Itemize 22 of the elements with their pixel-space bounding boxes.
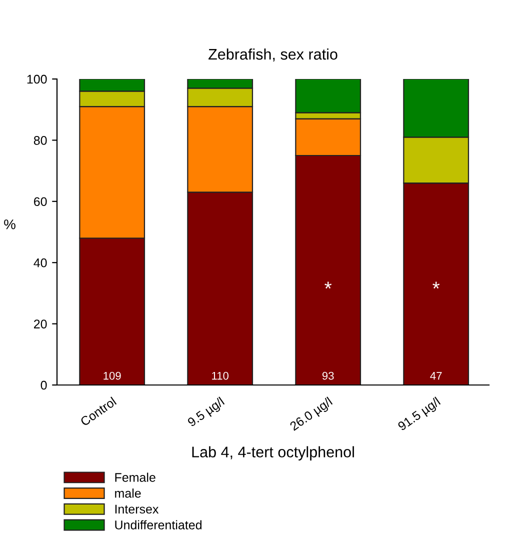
annotation: * (324, 282, 332, 289)
y-tick-label: 80 (34, 136, 47, 145)
y-tick-label: 100 (27, 74, 47, 84)
legend-label: Undifferentiated (115, 520, 202, 530)
annotation: 110 (212, 372, 229, 380)
annotation: 47 (430, 372, 442, 380)
chart-title: Zebrafish, sex ratio (208, 48, 338, 62)
legend-label: Female (115, 472, 156, 482)
y-tick-label: 0 (40, 380, 47, 390)
annotation: * (432, 282, 440, 289)
x-tick-label: 26.0 µg/l (289, 396, 334, 433)
annotation: 93 (322, 372, 334, 380)
annotation: 109 (104, 372, 121, 380)
y-tick-label: 20 (34, 320, 47, 328)
legend-label: male (115, 488, 141, 498)
x-axis-title: Lab 4, 4-tert octylphenol (192, 446, 354, 460)
y-tick-label: 40 (34, 258, 47, 268)
y-axis-title: % (4, 219, 16, 230)
y-tick-label: 60 (34, 197, 47, 206)
x-tick-label: 91.5 µg/l (397, 396, 442, 433)
x-tick-label: 9.5 µg/l (186, 396, 226, 429)
legend-label: Intersex (115, 504, 159, 514)
